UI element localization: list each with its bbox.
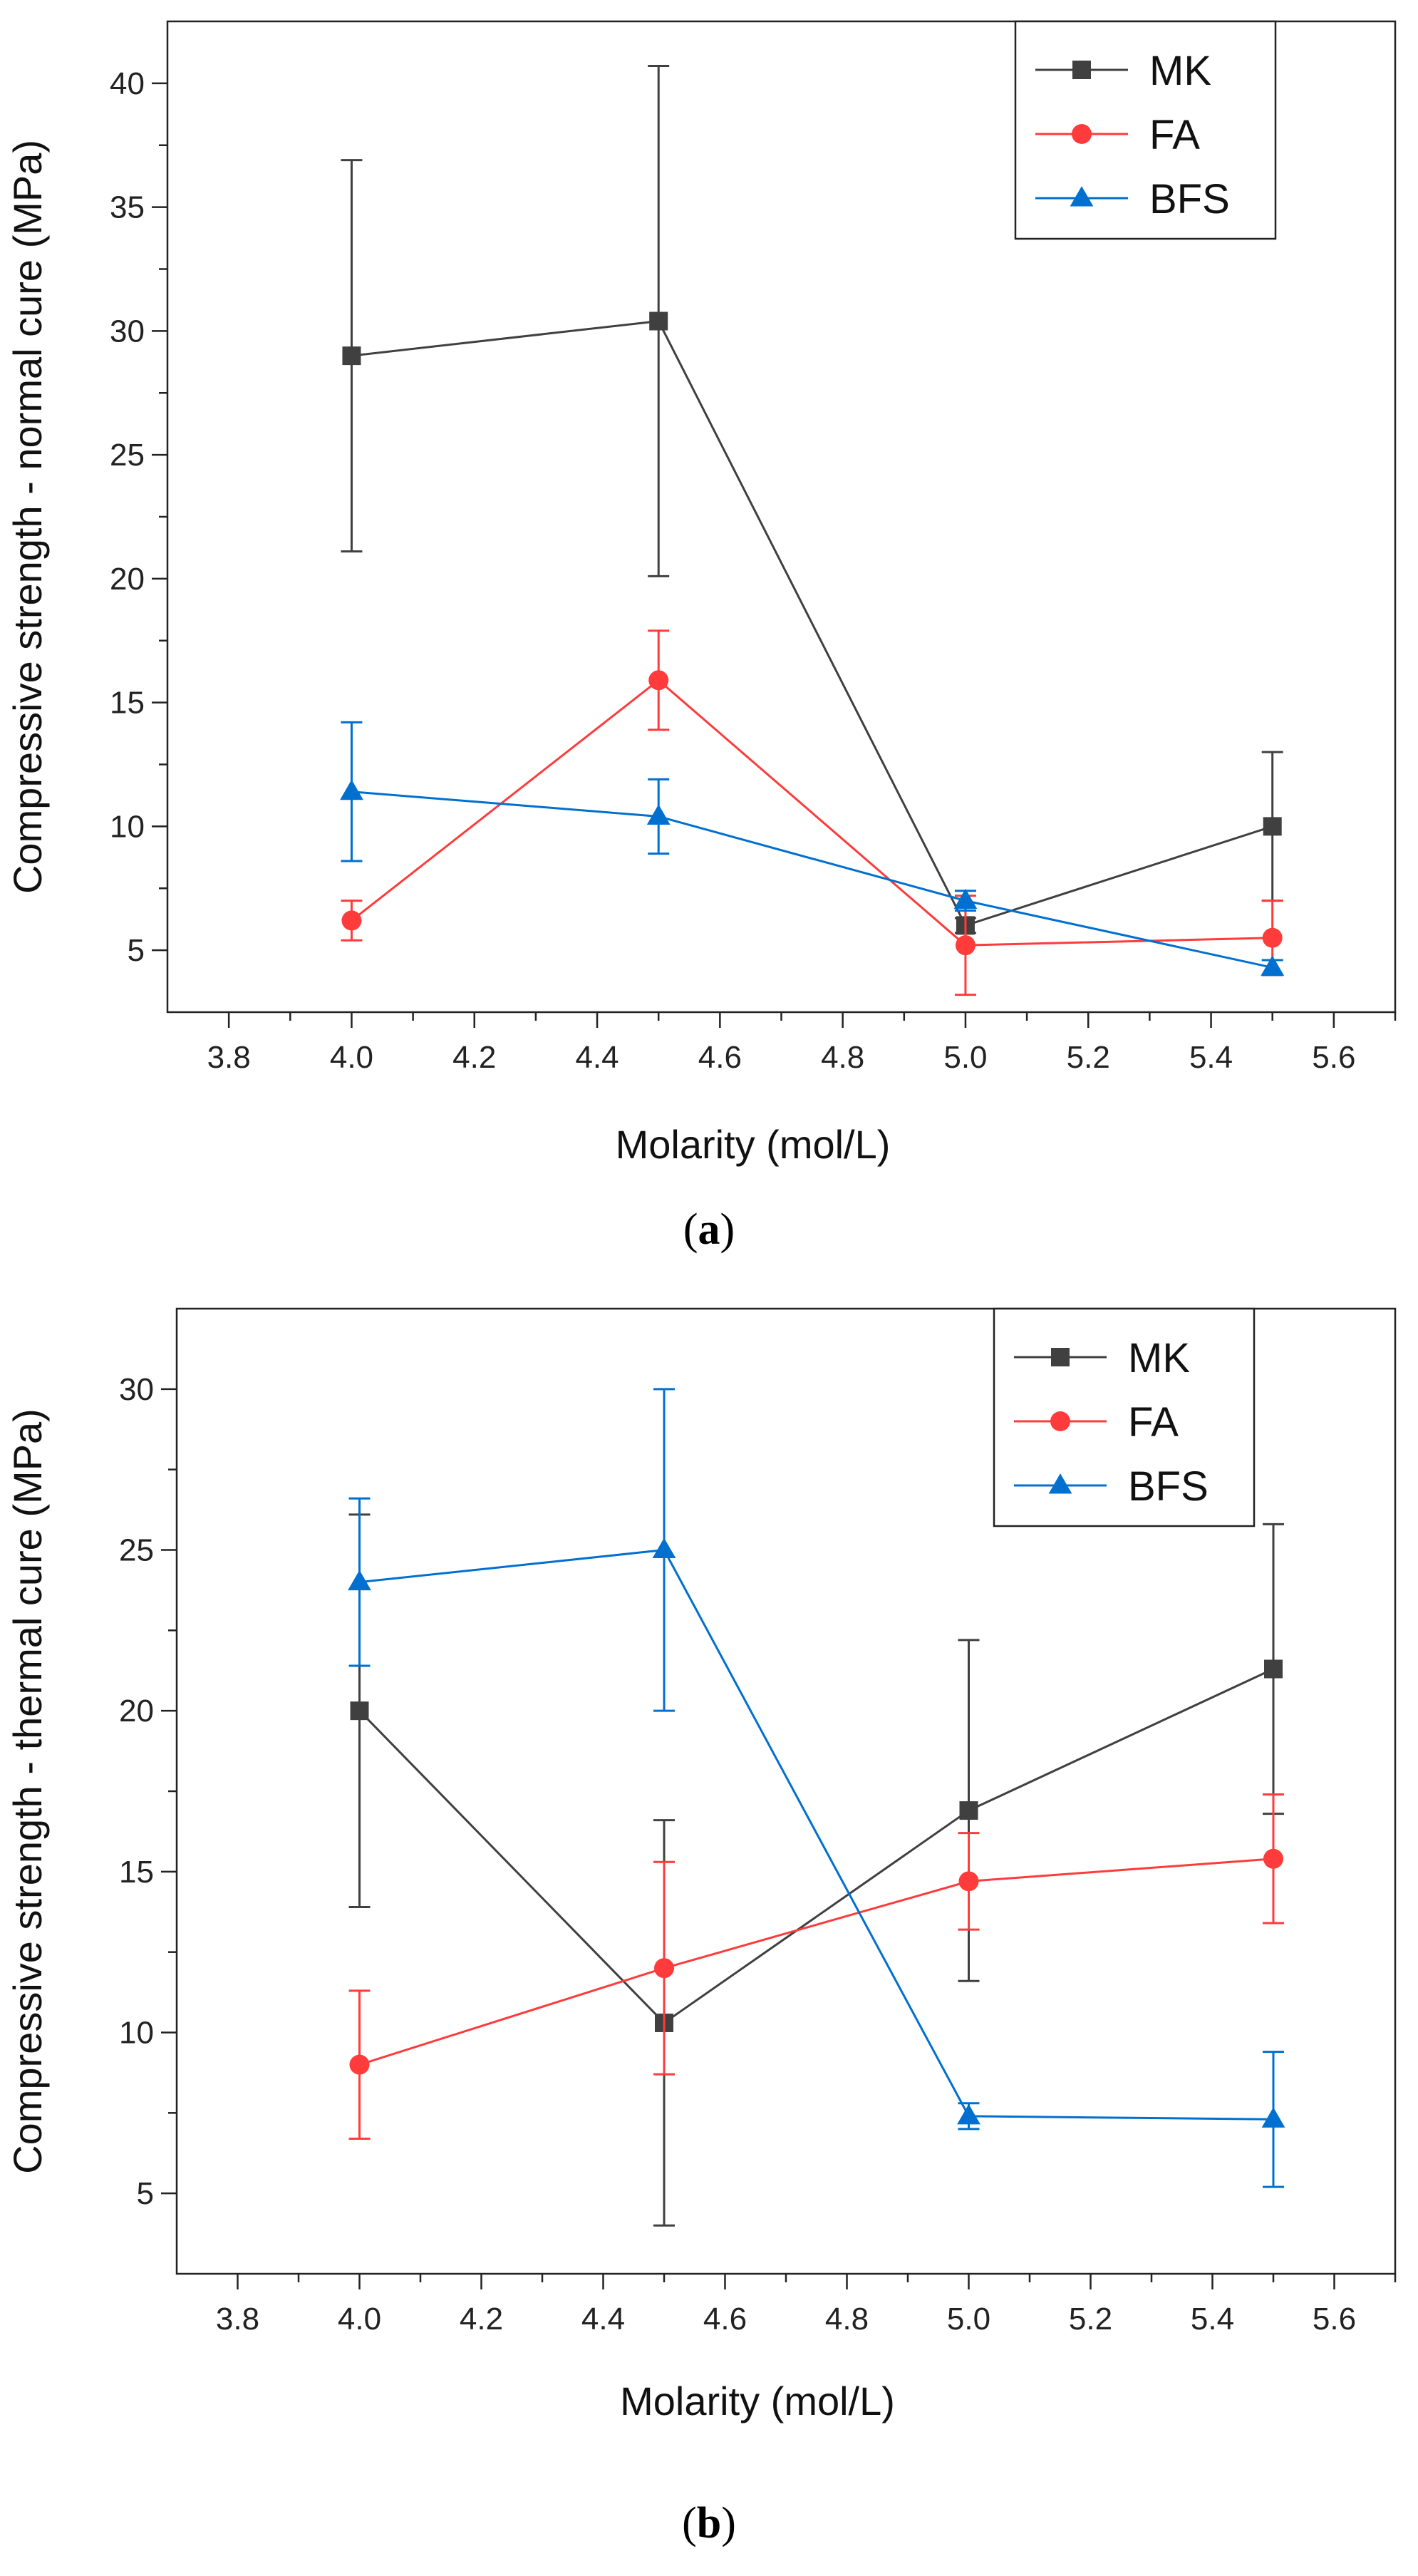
data-point [1264,1659,1283,1679]
y-tick-label: 40 [110,66,145,101]
series-line [351,790,1273,969]
data-point [340,779,363,800]
legend-marker [1050,1411,1070,1431]
x-tick-label: 5.6 [1313,2302,1356,2337]
y-tick-label: 30 [110,314,145,349]
y-tick-label: 15 [119,1855,154,1890]
data-point [1263,817,1282,836]
legend-label: BFS [1149,176,1230,222]
series-line [359,1548,1274,2121]
y-tick-label: 35 [110,190,145,225]
x-axis-title: Molarity (mol/L) [620,2379,895,2423]
legend-marker [1072,61,1091,79]
legend-marker [1070,186,1094,207]
data-point [953,888,978,910]
y-tick-label: 20 [110,562,145,597]
y-tick-label: 30 [119,1372,154,1407]
y-tick-label: 25 [119,1533,154,1568]
data-point [1261,955,1285,976]
series-line [358,1668,1274,2024]
x-tick-label: 3.8 [207,1040,251,1075]
data-point [1263,1848,1283,1869]
data-point [955,935,975,956]
data-point [350,1701,369,1721]
data-point [957,2103,980,2125]
x-tick-label: 4.2 [452,1040,496,1075]
series-bfs [348,1388,1285,2188]
legend-marker [1072,124,1092,144]
chart-a: 3.8 4.0 4.2 4.4 4.6 4.8 5.0 5.2 5.4 5.6 5 10 15 20 25 3… [5,20,1397,1254]
data-point [349,2054,370,2075]
data-point [654,1958,674,1979]
data-point [1261,2107,1285,2128]
data-point [648,670,669,691]
data-point [652,1537,676,1558]
y-axis-title: Compressive strength - thermal cure (MPa… [5,1408,50,2174]
legend-box [993,1307,1256,1527]
legend: MK FA BFS [1014,20,1277,240]
x-tick-label: 4.0 [338,2302,381,2337]
data-point [649,311,668,331]
y-tick-label: 20 [119,1694,154,1729]
x-tick-label: 4.4 [575,1040,619,1075]
x-tick-label: 4.4 [581,2302,625,2337]
legend-label: MK [1149,48,1211,94]
x-tick-label: 3.8 [216,2302,259,2337]
x-tick-label: 4.6 [698,1040,742,1075]
y-tick-label: 5 [137,2176,154,2211]
legend: MK FA BFS [993,1307,1256,1527]
legend-label: MK [1128,1335,1190,1381]
legend-box [1014,20,1277,240]
y-tick-label: 10 [110,809,145,844]
y-tick-label: 10 [119,2016,154,2051]
y-axis-title: Compressive strength - normal cure (MPa) [5,140,50,894]
x-tick-label: 5.2 [1069,2302,1112,2337]
x-tick-label: 4.0 [330,1040,373,1075]
series-fa [341,629,1283,996]
x-tick-label: 5.0 [947,2302,990,2337]
legend-marker [1051,1348,1070,1366]
panel-label: (a) [683,1205,735,1254]
x-tick-label: 4.8 [821,1040,864,1075]
data-point [958,1871,979,1892]
panel-letter: a [698,1205,720,1254]
y-tick-label: 15 [110,686,145,721]
series-mk [341,65,1283,935]
series-bfs [340,721,1285,977]
data-point [646,804,671,825]
legend-label: FA [1149,112,1200,158]
chart-b: 3.8 4.0 4.2 4.4 4.6 4.8 5.0 5.2 5.4 5.6 5 10 15 20 25 3… [5,1307,1397,2547]
y-tick-label: 25 [110,438,145,473]
data-point [341,910,362,931]
series-line [359,1858,1274,2066]
data-point [342,346,361,366]
y-tick-label: 5 [128,933,145,968]
data-point [959,1801,978,1820]
legend-label: BFS [1128,1463,1209,1510]
legend-label: FA [1128,1399,1179,1446]
panel-letter: b [697,2499,721,2547]
panel-label: (b) [682,2499,736,2547]
x-tick-label: 4.8 [825,2302,869,2337]
x-tick-label: 4.2 [460,2302,503,2337]
x-tick-label: 5.0 [943,1040,987,1075]
x-tick-label: 5.2 [1067,1040,1110,1075]
legend-marker [1048,1473,1072,1494]
series-line [351,679,1273,947]
x-tick-label: 5.6 [1312,1040,1355,1075]
data-point [1262,927,1283,948]
series-fa [348,1793,1284,2140]
series-line [351,319,1273,927]
x-axis-title: Molarity (mol/L) [616,1122,891,1167]
data-point [348,1570,371,1591]
x-tick-label: 5.4 [1191,2302,1234,2337]
x-tick-label: 4.6 [703,2302,747,2337]
x-tick-label: 5.4 [1189,1040,1233,1075]
